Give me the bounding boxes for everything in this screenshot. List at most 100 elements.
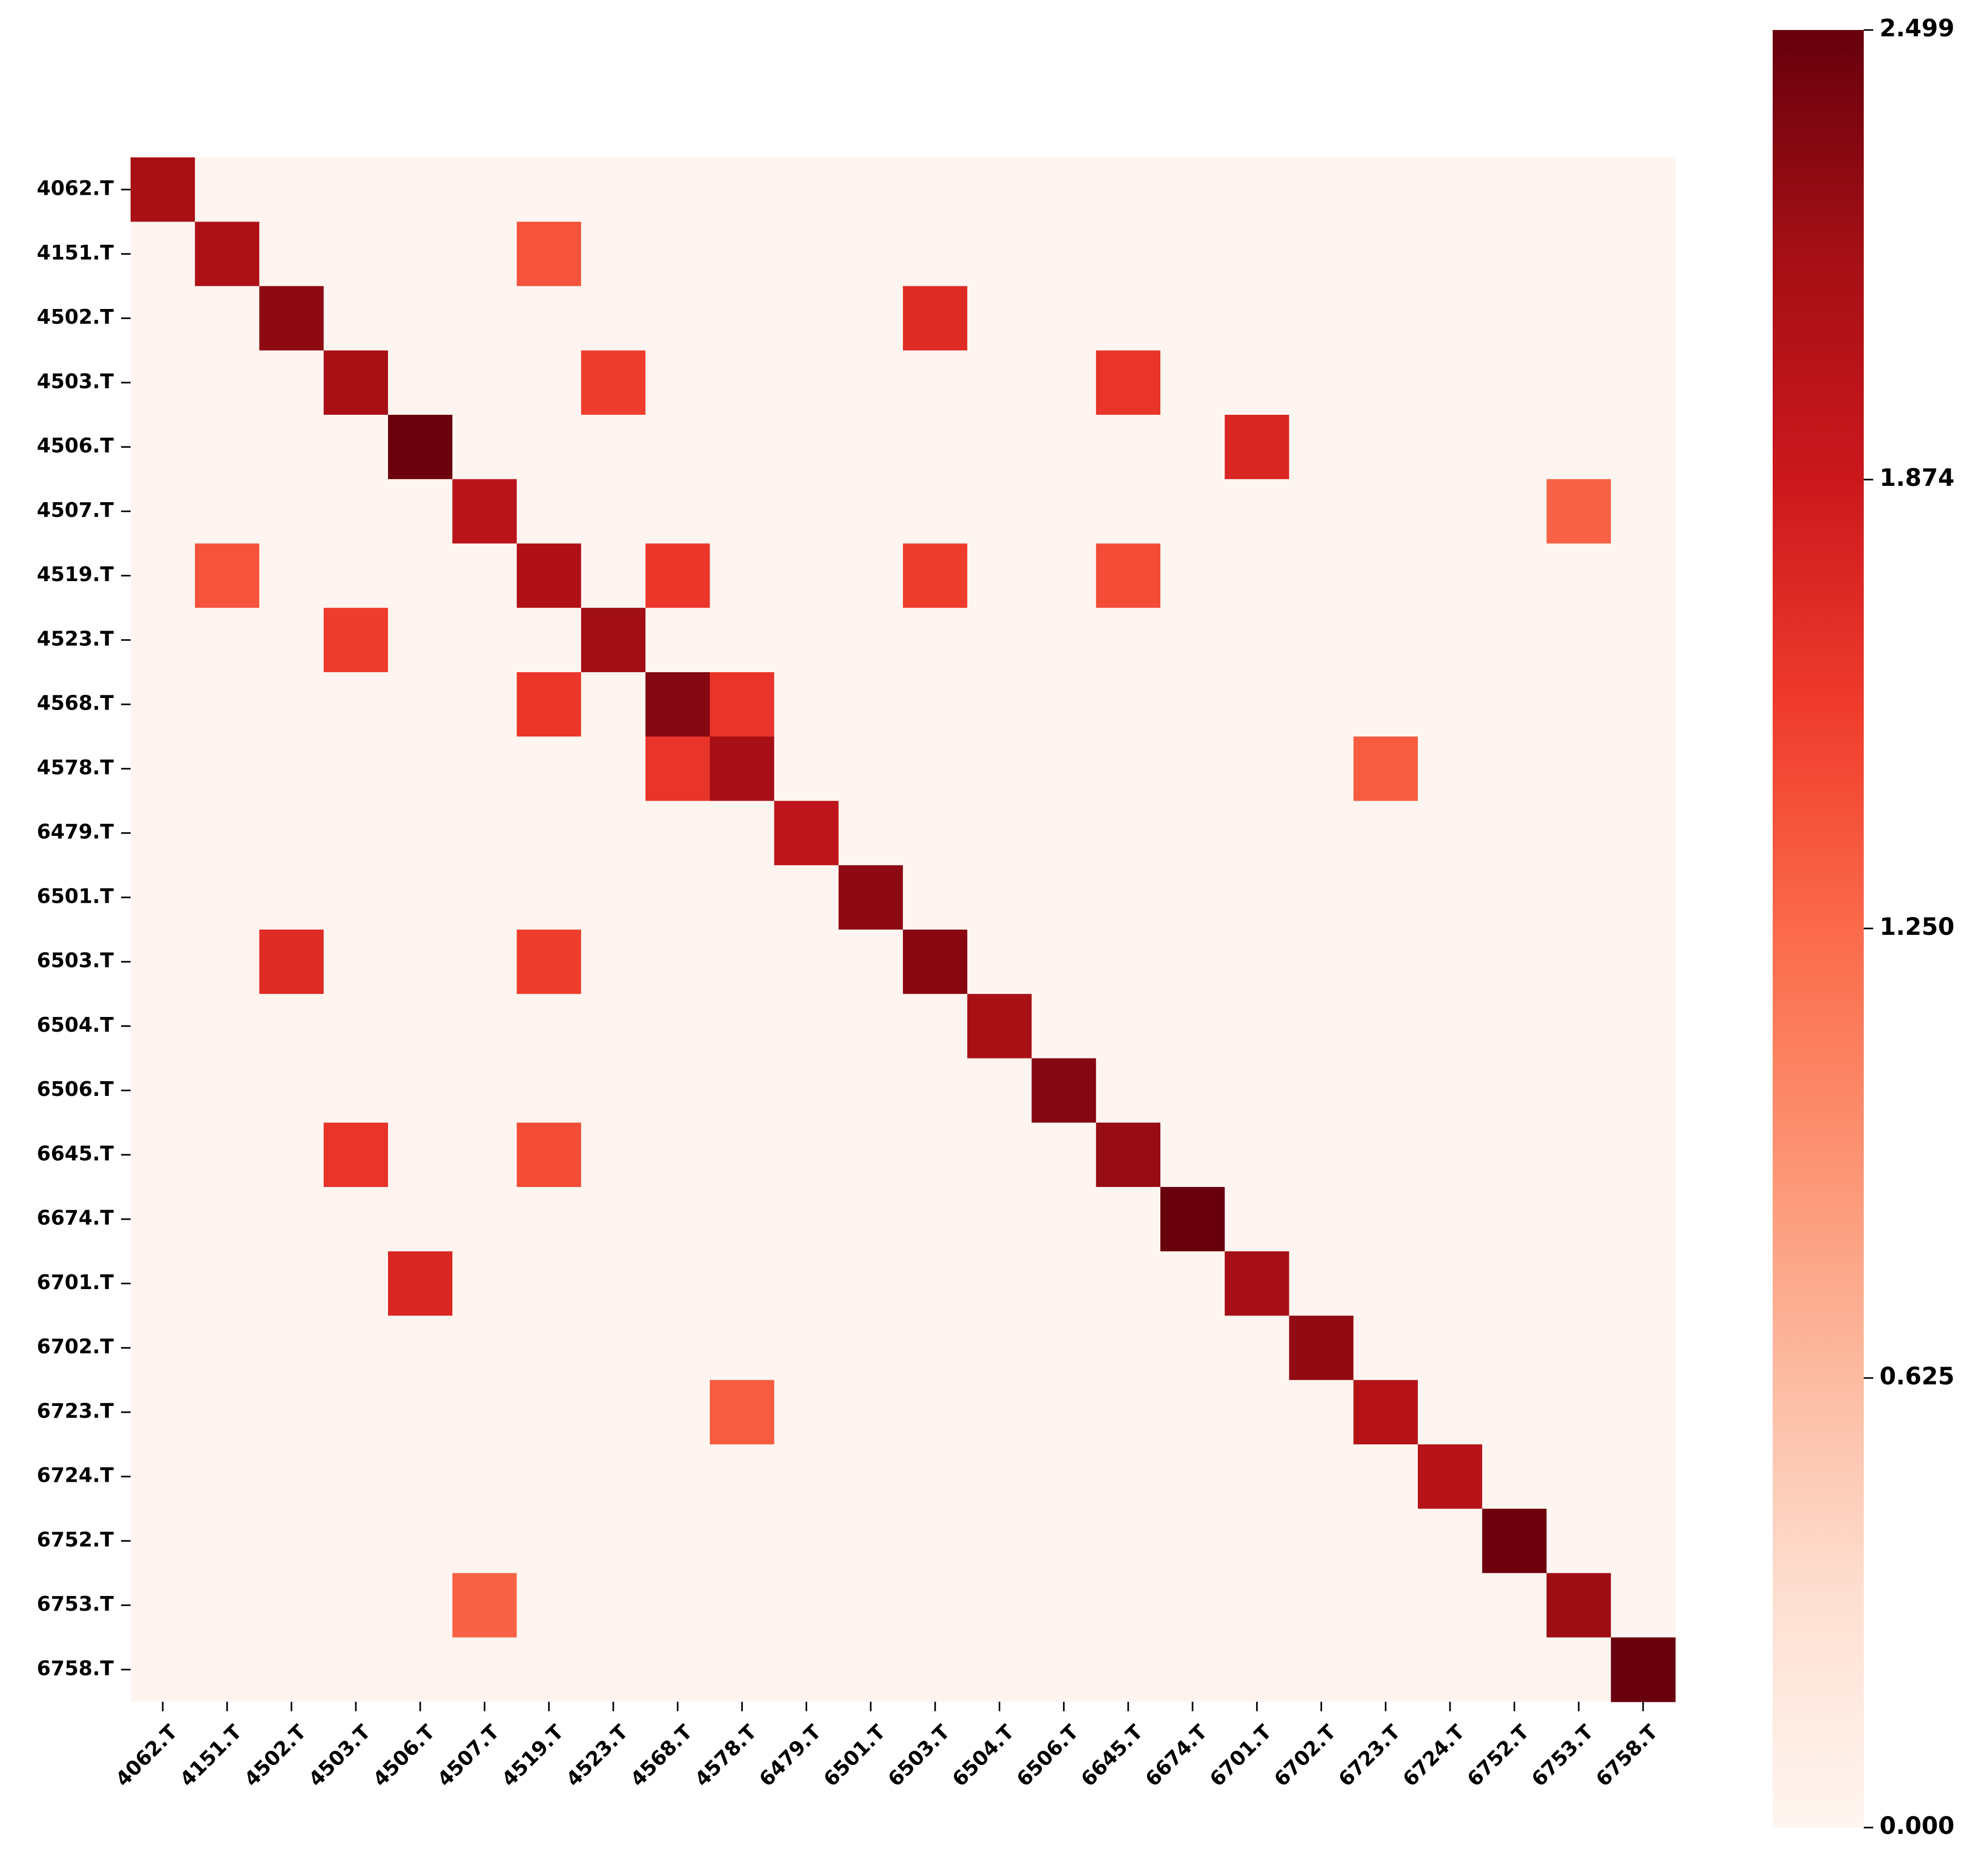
heatmap-cell: [1031, 415, 1097, 480]
heatmap-cell: [516, 801, 582, 866]
heatmap-cell: [1353, 1122, 1418, 1188]
heatmap-cell: [1031, 1573, 1097, 1638]
heatmap-cell: [1160, 994, 1225, 1059]
heatmap-cell: [774, 1444, 839, 1509]
heatmap-cell: [1031, 157, 1097, 222]
heatmap-cell: [1160, 1637, 1225, 1702]
y-tick-label: 6674.T: [37, 1206, 114, 1230]
heatmap-cell: [1482, 865, 1547, 930]
x-tick-label: 6758.T: [1592, 1720, 1662, 1791]
heatmap-cell: [967, 1251, 1032, 1316]
y-tick-label: 6724.T: [37, 1464, 114, 1487]
heatmap-cell: [388, 1573, 453, 1638]
heatmap-cell: [452, 994, 518, 1059]
heatmap-cell: [388, 543, 453, 608]
heatmap-cell: [710, 1122, 775, 1188]
heatmap-cell: [581, 736, 646, 802]
heatmap-cell: [1096, 1122, 1161, 1188]
heatmap-cell: [838, 286, 903, 351]
x-tick-label: 4523.T: [562, 1720, 632, 1791]
heatmap-cell: [903, 994, 968, 1059]
heatmap-cell: [259, 479, 324, 544]
heatmap-cell: [1353, 1444, 1418, 1509]
heatmap-cell: [581, 1573, 646, 1638]
heatmap-cell: [1225, 222, 1290, 287]
heatmap-cell: [1160, 1573, 1225, 1638]
heatmap-cell: [1225, 994, 1290, 1059]
heatmap-cell: [259, 222, 324, 287]
y-tick-label: 4578.T: [37, 756, 114, 779]
heatmap-cell: [645, 801, 710, 866]
heatmap-cell: [581, 1637, 646, 1702]
heatmap-cell: [388, 286, 453, 351]
heatmap-cell: [1418, 1380, 1483, 1445]
heatmap-cell: [838, 1380, 903, 1445]
heatmap-cell: [1096, 1573, 1161, 1638]
heatmap-cell: [323, 994, 389, 1059]
heatmap-cell: [1418, 1509, 1483, 1574]
heatmap-cell: [1160, 672, 1225, 737]
heatmap-cell: [774, 1380, 839, 1445]
heatmap-cell: [259, 672, 324, 737]
heatmap-cell: [1160, 1251, 1225, 1316]
heatmap-cell: [452, 350, 518, 415]
heatmap-cell: [1482, 1058, 1547, 1123]
heatmap-cell: [452, 479, 518, 544]
heatmap-cell: [645, 286, 710, 351]
heatmap-cell: [1418, 865, 1483, 930]
heatmap-cell: [1353, 222, 1418, 287]
heatmap-cell: [967, 350, 1032, 415]
heatmap-cell: [195, 222, 260, 287]
heatmap-cell: [1353, 1509, 1418, 1574]
heatmap-cell: [710, 865, 775, 930]
heatmap-cell: [1160, 479, 1225, 544]
heatmap-cell: [1160, 1122, 1225, 1188]
heatmap-cell: [967, 415, 1032, 480]
heatmap-cell: [388, 736, 453, 802]
heatmap-cell: [581, 350, 646, 415]
heatmap-cell: [195, 1637, 260, 1702]
heatmap-cell: [967, 1122, 1032, 1188]
heatmap-cell: [452, 157, 518, 222]
heatmap-cell: [967, 1573, 1032, 1638]
heatmap-cell: [903, 930, 968, 994]
heatmap-cell: [645, 1637, 710, 1702]
heatmap-cell: [1031, 1509, 1097, 1574]
heatmap-cell: [195, 1122, 260, 1188]
heatmap-cell: [195, 286, 260, 351]
heatmap-cell: [1353, 865, 1418, 930]
heatmap-cell: [710, 286, 775, 351]
heatmap-cell: [388, 1315, 453, 1381]
heatmap-cell: [774, 1509, 839, 1574]
heatmap-cell: [645, 1315, 710, 1381]
heatmap-cell: [1546, 1637, 1612, 1702]
heatmap-cell: [131, 1315, 195, 1381]
heatmap-cell: [1546, 1122, 1612, 1188]
heatmap-cell: [1096, 1380, 1161, 1445]
heatmap-cell: [1546, 1444, 1612, 1509]
heatmap-cell: [452, 930, 518, 994]
heatmap-cell: [195, 930, 260, 994]
heatmap-cell: [1353, 1315, 1418, 1381]
y-tick-label: 6758.T: [37, 1657, 114, 1680]
heatmap-cell: [645, 1058, 710, 1123]
heatmap-cell: [838, 1122, 903, 1188]
y-tick-label: 6503.T: [37, 949, 114, 972]
colorbar: 0.000 0.625 1.250 1.874 2.499: [1773, 14, 1954, 1840]
heatmap-cell: [259, 1122, 324, 1188]
heatmap-cell: [259, 1380, 324, 1445]
y-tick-label: 4502.T: [37, 305, 114, 328]
heatmap-cell: [967, 865, 1032, 930]
heatmap-cell: [1289, 1251, 1354, 1316]
heatmap-cell: [1225, 1444, 1290, 1509]
heatmap-cell: [967, 801, 1032, 866]
heatmap-cell: [1289, 607, 1354, 673]
x-axis: 4062.T4151.T4502.T4503.T4506.T4507.T4519…: [111, 1702, 1662, 1791]
heatmap-cell: [452, 1122, 518, 1188]
heatmap-cell: [645, 607, 710, 673]
heatmap-cell: [1546, 801, 1612, 866]
heatmap-cell: [1353, 1380, 1418, 1445]
heatmap-cell: [1482, 350, 1547, 415]
heatmap-cell: [838, 479, 903, 544]
heatmap-cell: [516, 1444, 582, 1509]
